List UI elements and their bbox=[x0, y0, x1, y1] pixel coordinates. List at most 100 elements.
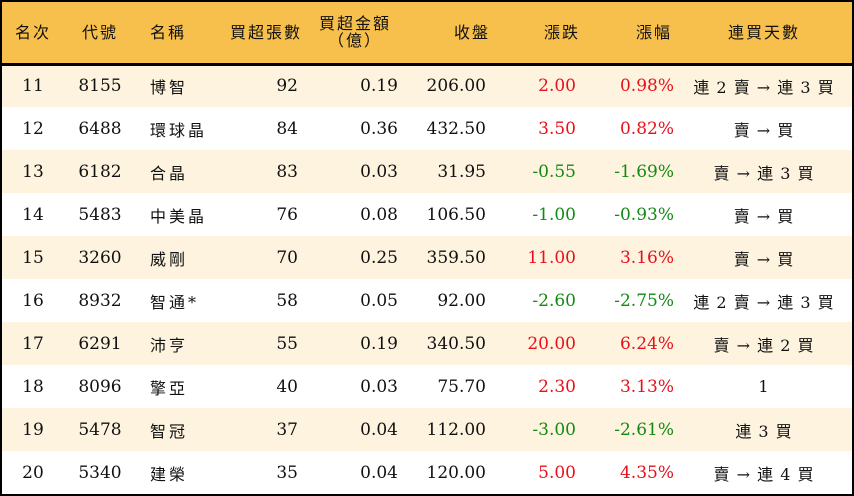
header-change-pct: 漲幅 bbox=[584, 2, 676, 66]
rank-cell: 12 bbox=[22, 118, 44, 139]
close-cell: 92.00 bbox=[437, 290, 486, 311]
net-buy-amount-cell: 0.19 bbox=[360, 76, 398, 97]
code-cell: 5478 bbox=[78, 419, 122, 440]
code-cell: 3260 bbox=[78, 247, 122, 268]
rank-cell: 14 bbox=[22, 204, 44, 225]
table-row: 15 3260 威剛 70 0.25 359.50 11.00 3.16% 賣 … bbox=[2, 236, 852, 279]
consecutive-days-cell: 連 2 賣 → 連 3 買 bbox=[693, 292, 835, 312]
consecutive-days-cell: 賣 → 買 bbox=[733, 206, 795, 226]
rank-cell: 11 bbox=[22, 76, 44, 97]
net-buy-amount-cell: 0.25 bbox=[360, 247, 398, 268]
net-buy-amount-cell: 0.04 bbox=[360, 462, 398, 483]
close-cell: 106.50 bbox=[426, 204, 486, 225]
change-cell: -3.00 bbox=[532, 419, 576, 440]
net-buy-lots-cell: 84 bbox=[276, 118, 298, 139]
consecutive-days-cell: 賣 → 買 bbox=[733, 120, 795, 140]
table-row: 17 6291 沛亨 55 0.19 340.50 20.00 6.24% 賣 … bbox=[2, 322, 852, 365]
table-row: 19 5478 智冠 37 0.04 112.00 -3.00 -2.61% 連… bbox=[2, 408, 852, 451]
name-cell: 中美晶 bbox=[150, 206, 208, 226]
consecutive-days-cell: 連 2 賣 → 連 3 買 bbox=[693, 78, 835, 98]
header-rank: 名次 bbox=[2, 2, 64, 66]
consecutive-days-cell: 賣 → 連 4 買 bbox=[713, 464, 815, 484]
change-cell: 20.00 bbox=[527, 333, 576, 354]
header-code: 代號 bbox=[64, 2, 136, 66]
header-close: 收盤 bbox=[404, 2, 494, 66]
code-cell: 6291 bbox=[78, 333, 122, 354]
change-pct-cell: -2.75% bbox=[614, 290, 674, 311]
table-header: 名次 代號 名稱 買超張數 買超金額 （億） 收盤 漲跌 漲幅 連買天數 bbox=[2, 2, 852, 66]
code-cell: 8155 bbox=[78, 76, 122, 97]
name-cell: 智通* bbox=[150, 292, 200, 312]
net-buy-amount-cell: 0.05 bbox=[360, 290, 398, 311]
net-buy-lots-cell: 58 bbox=[276, 290, 298, 311]
close-cell: 206.00 bbox=[426, 76, 486, 97]
net-buy-amount-cell: 0.03 bbox=[360, 161, 398, 182]
change-cell: 5.00 bbox=[538, 462, 576, 483]
header-net-buy-lots: 買超張數 bbox=[214, 2, 306, 66]
consecutive-days-cell: 賣 → 連 3 買 bbox=[713, 163, 815, 183]
net-buy-lots-cell: 92 bbox=[276, 76, 298, 97]
net-buy-amount-cell: 0.04 bbox=[360, 419, 398, 440]
consecutive-days-cell: 賣 → 連 2 買 bbox=[713, 335, 815, 355]
code-cell: 5483 bbox=[78, 204, 122, 225]
change-cell: 11.00 bbox=[527, 247, 576, 268]
name-cell: 建榮 bbox=[150, 464, 189, 484]
header-change: 漲跌 bbox=[494, 2, 584, 66]
close-cell: 31.95 bbox=[437, 161, 486, 182]
name-cell: 智冠 bbox=[150, 421, 189, 441]
rank-cell: 19 bbox=[22, 419, 44, 440]
table-row: 13 6182 合晶 83 0.03 31.95 -0.55 -1.69% 賣 … bbox=[2, 150, 852, 193]
name-cell: 博智 bbox=[150, 78, 189, 98]
change-pct-cell: -0.93% bbox=[614, 204, 674, 225]
net-buy-lots-cell: 35 bbox=[276, 462, 298, 483]
header-net-buy-amount: 買超金額 （億） bbox=[306, 2, 404, 66]
change-cell: 2.00 bbox=[538, 76, 576, 97]
change-pct-cell: 6.24% bbox=[619, 333, 674, 354]
close-cell: 432.50 bbox=[426, 118, 486, 139]
code-cell: 6488 bbox=[78, 118, 122, 139]
change-cell: 3.50 bbox=[538, 118, 576, 139]
table-row: 14 5483 中美晶 76 0.08 106.50 -1.00 -0.93% … bbox=[2, 193, 852, 236]
header-net-buy-amount-line1: 買超金額 bbox=[318, 14, 391, 34]
code-cell: 5340 bbox=[78, 462, 122, 483]
header-net-buy-amount-line2: （億） bbox=[327, 31, 382, 51]
net-buy-lots-cell: 83 bbox=[276, 161, 298, 182]
consecutive-days-cell: 1 bbox=[758, 377, 770, 396]
change-pct-cell: -1.69% bbox=[614, 161, 674, 182]
change-pct-cell: 3.13% bbox=[619, 376, 674, 397]
header-consecutive-days: 連買天數 bbox=[676, 2, 852, 66]
change-cell: -1.00 bbox=[532, 204, 576, 225]
close-cell: 75.70 bbox=[437, 376, 486, 397]
close-cell: 340.50 bbox=[426, 333, 486, 354]
close-cell: 112.00 bbox=[426, 419, 486, 440]
net-buy-lots-cell: 40 bbox=[276, 376, 298, 397]
net-buy-lots-cell: 76 bbox=[276, 204, 298, 225]
net-buy-lots-cell: 37 bbox=[276, 419, 298, 440]
net-buy-amount-cell: 0.36 bbox=[360, 118, 398, 139]
table-body: 11 8155 博智 92 0.19 206.00 2.00 0.98% 連 2… bbox=[2, 64, 852, 494]
change-pct-cell: -2.61% bbox=[614, 419, 674, 440]
change-cell: 2.30 bbox=[538, 376, 576, 397]
change-pct-cell: 0.98% bbox=[619, 76, 674, 97]
change-pct-cell: 0.82% bbox=[619, 118, 674, 139]
name-cell: 威剛 bbox=[150, 249, 189, 269]
table-row: 16 8932 智通* 58 0.05 92.00 -2.60 -2.75% 連… bbox=[2, 279, 852, 322]
table-row: 18 8096 擎亞 40 0.03 75.70 2.30 3.13% 1 bbox=[2, 365, 852, 408]
net-buy-amount-cell: 0.08 bbox=[360, 204, 398, 225]
name-cell: 環球晶 bbox=[150, 120, 208, 140]
close-cell: 359.50 bbox=[426, 247, 486, 268]
name-cell: 擎亞 bbox=[150, 378, 189, 398]
net-buy-amount-cell: 0.03 bbox=[360, 376, 398, 397]
close-cell: 120.00 bbox=[426, 462, 486, 483]
table-row: 20 5340 建榮 35 0.04 120.00 5.00 4.35% 賣 →… bbox=[2, 451, 852, 494]
rank-cell: 17 bbox=[22, 333, 44, 354]
consecutive-days-cell: 賣 → 買 bbox=[733, 249, 795, 269]
header-row: 名次 代號 名稱 買超張數 買超金額 （億） 收盤 漲跌 漲幅 連買天數 bbox=[2, 2, 852, 66]
rank-cell: 16 bbox=[22, 290, 44, 311]
name-cell: 沛亨 bbox=[150, 335, 189, 355]
code-cell: 8932 bbox=[78, 290, 122, 311]
net-buy-lots-cell: 70 bbox=[276, 247, 298, 268]
table-row: 12 6488 環球晶 84 0.36 432.50 3.50 0.82% 賣 … bbox=[2, 107, 852, 150]
